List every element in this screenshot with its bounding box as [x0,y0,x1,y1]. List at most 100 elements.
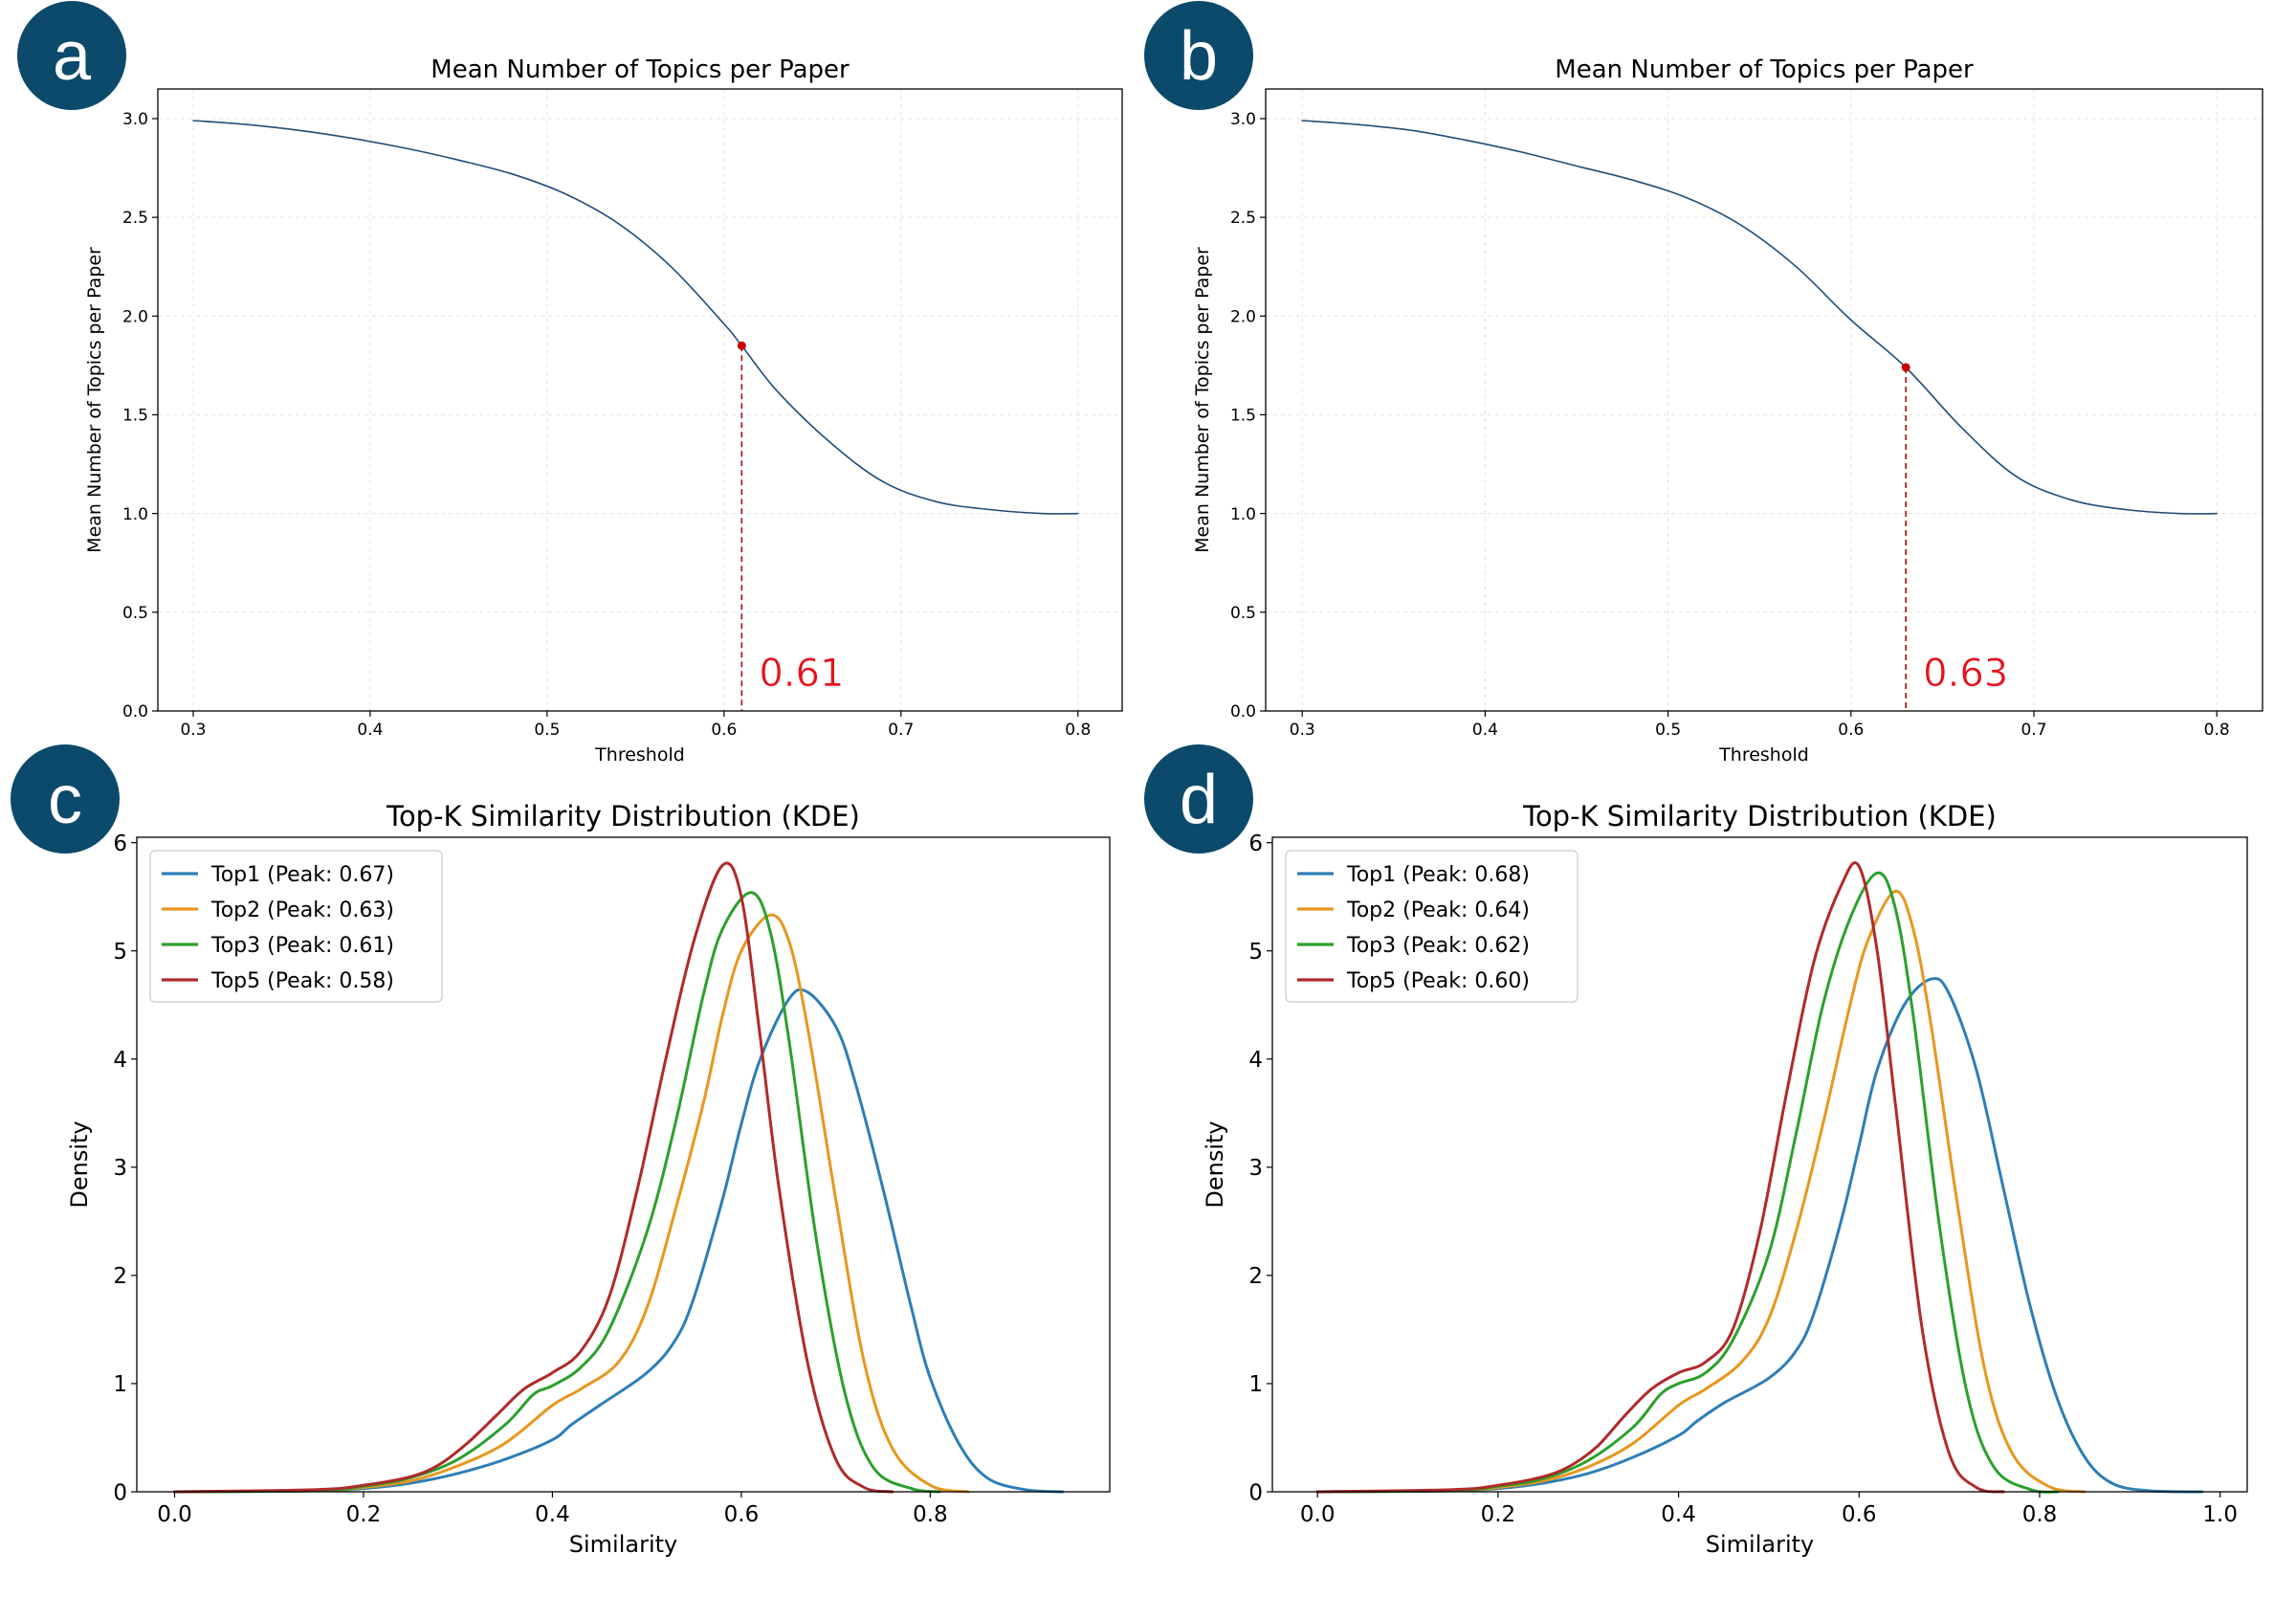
series-line-2 [173,913,970,1494]
panel-c: 0.0 0.2 0.4 0.6 0.8 0 1 2 3 4 5 6 Top-K Similarity D… [11,744,1111,1558]
legend-entry: Top2 (Peak: 0.64) [1346,899,1530,922]
x-tick-label: 0.2 [1481,1502,1516,1527]
chart-title: Top-K Similarity Distribution (KDE) [1522,800,1997,832]
legend-entry: Top3 (Peak: 0.61) [210,934,394,958]
legend: Top1 (Peak: 0.68) Top2 (Peak: 0.64) Top3 (… [1285,850,1578,1003]
x-tick-label: 0.4 [1661,1502,1696,1527]
x-axis-label: Threshold [1718,744,1809,766]
x-axis-label: Similarity [1706,1531,1814,1558]
y-axis-label: Mean Number of Topics per Paper [84,247,105,553]
y-tick-label: 5 [1248,940,1263,965]
y-tick-label: 0.0 [122,702,148,721]
panel-b: 0.63 0.3 0.4 0.5 0.6 0.7 0.8 0.0 0.5 1.0 1.5 2.0 2.5… [1144,1,2263,766]
x-tick-label: 0.5 [534,721,560,740]
y-tick-label: 2.5 [1230,209,1256,228]
x-tick-label: 0.6 [711,721,737,740]
panel-letter: b [1180,18,1218,95]
x-tick-label: 0.2 [346,1502,382,1527]
y-tick-label: 2.0 [122,307,148,326]
series-line-2 [1315,889,2086,1494]
y-tick-label: 1.0 [1230,505,1256,524]
y-tick-label: 4 [1248,1048,1263,1073]
series-line-3 [173,891,941,1494]
y-axis-label: Mean Number of Topics per Paper [1192,247,1213,553]
x-tick-label: 0.7 [2020,721,2046,740]
y-tick-label: 4 [113,1048,127,1073]
threshold-marker [1901,363,1910,372]
x-tick-label: 0.8 [2022,1502,2058,1527]
legend-entry: Top1 (Peak: 0.68) [1346,863,1530,887]
chart-title: Mean Number of Topics per Paper [1555,55,1974,84]
chart-title: Mean Number of Topics per Paper [430,55,850,84]
y-tick-label: 2.0 [1230,307,1256,326]
y-tick-label: 0 [1248,1480,1263,1505]
y-tick-label: 1.0 [122,505,148,524]
x-tick-label: 0.8 [1065,721,1091,740]
series-line-4 [1315,861,2005,1494]
threshold-annotation: 0.63 [1923,652,2008,696]
panel-badge [11,744,120,854]
x-tick-label: 0.7 [888,721,914,740]
y-tick-label: 3 [113,1156,127,1181]
panel-badge [17,1,126,110]
x-tick-label: 0.4 [357,721,383,740]
legend-box [149,850,443,1003]
y-tick-label: 2.5 [122,209,148,228]
x-tick-label: 0.6 [1838,721,1864,740]
legend-entry: Top1 (Peak: 0.67) [210,863,394,887]
y-tick-label: 3 [1248,1156,1263,1181]
series-line-1 [1301,120,2218,515]
legend: Top1 (Peak: 0.67) Top2 (Peak: 0.63) Top3 (… [149,850,443,1003]
x-tick-label: 0.6 [724,1502,760,1527]
panel-letter: a [53,18,92,95]
legend-entry: Top5 (Peak: 0.58) [210,969,394,993]
plot-frame [136,836,1111,1493]
y-tick-label: 0.0 [1230,702,1256,721]
threshold-marker [737,341,746,350]
y-tick-label: 2 [1248,1264,1263,1289]
x-tick-label: 1.0 [2202,1502,2238,1527]
panels: 0.6 1 0.3 0.4 0.5 0.6 0.7 0.8 0.0 0.5 1.0 1.5 2.0 2.5… [11,1,2263,1558]
series-line-4 [173,861,894,1494]
series-line-1 [192,120,1079,515]
y-tick-label: 0.5 [122,604,148,623]
y-tick-label: 1.5 [122,407,148,426]
chart-title: Top-K Similarity Distribution (KDE) [386,800,860,832]
y-tick-label: 0 [113,1480,127,1505]
x-tick-label: 0.5 [1655,721,1681,740]
x-tick-label: 0.3 [1290,721,1315,740]
legend-box [1285,850,1578,1003]
y-tick-label: 1 [1248,1372,1263,1397]
plot-frame [1271,836,2248,1493]
x-axis-label: Similarity [569,1531,677,1558]
legend-entry: Top5 (Peak: 0.60) [1346,969,1530,993]
y-tick-label: 0.5 [1230,604,1256,623]
y-tick-label: 1 [113,1372,127,1397]
x-axis-label: Threshold [594,744,685,766]
series-line-3 [1315,871,2060,1494]
y-tick-label: 6 [1248,832,1263,856]
legend-entry: Top3 (Peak: 0.62) [1346,934,1530,958]
y-tick-label: 6 [113,832,127,856]
panel-letter: d [1180,762,1218,838]
plot-frame [157,88,1123,712]
y-tick-label: 3.0 [1230,110,1256,129]
panel-d: 0.0 0.2 0.4 0.6 0.8 1.0 0 1 2 3 4 5 6 Top-K Similarit… [1144,744,2248,1558]
y-axis-label: Density [66,1121,93,1208]
legend-entry: Top2 (Peak: 0.63) [210,899,394,922]
series-line-1 [173,988,1065,1494]
x-tick-label: 0.0 [157,1502,192,1527]
x-tick-label: 0.4 [535,1502,570,1527]
panel-badge [1144,1,1253,110]
x-tick-label: 0.4 [1472,721,1498,740]
y-tick-label: 1.5 [1230,407,1256,426]
x-tick-label: 0.8 [913,1502,948,1527]
x-tick-label: 0.8 [2204,721,2230,740]
y-axis-label: Density [1202,1121,1228,1208]
y-tick-label: 5 [113,940,127,965]
x-tick-label: 0.0 [1300,1502,1336,1527]
y-tick-label: 3.0 [122,110,148,129]
y-tick-label: 2 [113,1264,127,1289]
panel-badge [1144,744,1253,854]
